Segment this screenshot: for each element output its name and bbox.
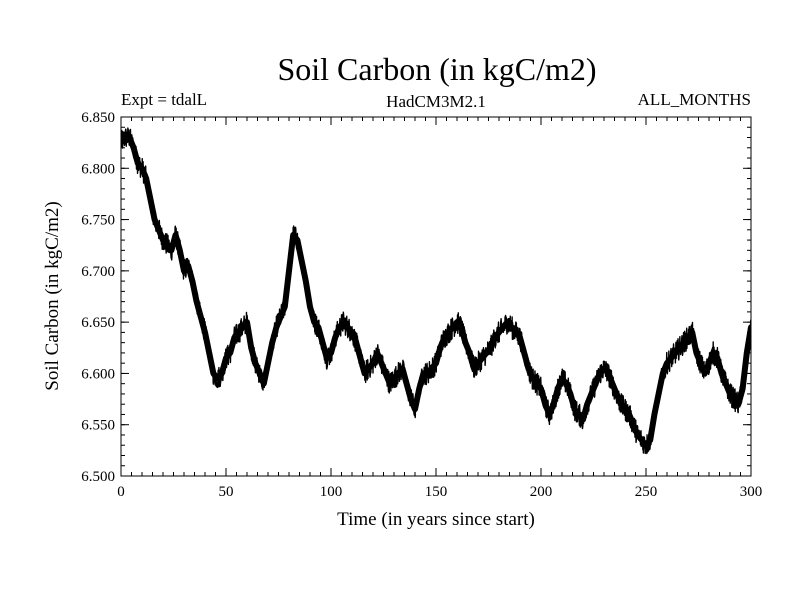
y-tick-label: 6.700 bbox=[81, 264, 115, 280]
plot-frame bbox=[120, 116, 752, 477]
subtitle-model: HadCM3M2.1 bbox=[386, 92, 486, 111]
y-tick-label: 6.800 bbox=[81, 161, 115, 177]
chart-title: Soil Carbon (in kgC/m2) bbox=[277, 51, 596, 87]
x-tick-label: 250 bbox=[635, 484, 658, 500]
x-tick-label: 0 bbox=[117, 484, 125, 500]
x-tick-label: 50 bbox=[219, 484, 234, 500]
y-axis: 6.500 6.550 6.600 6.650 6.700 6.750 6.800 6.850 bbox=[81, 110, 751, 485]
y-tick-label: 6.550 bbox=[81, 418, 115, 434]
y-tick-label: 6.600 bbox=[81, 366, 115, 382]
y-tick-label: 6.650 bbox=[81, 315, 115, 331]
x-axis: 0 50 100 150 200 250 300 bbox=[117, 117, 762, 500]
x-tick-label: 100 bbox=[320, 484, 343, 500]
y-tick-label: 6.500 bbox=[81, 469, 115, 485]
series-layer bbox=[121, 127, 751, 455]
y-tick-label: 6.850 bbox=[81, 110, 115, 126]
x-tick-label: 150 bbox=[425, 484, 448, 500]
x-tick-label: 200 bbox=[530, 484, 553, 500]
subtitle-experiment: Expt = tdalL bbox=[121, 90, 207, 109]
y-axis-label: Soil Carbon (in kgC/m2) bbox=[42, 201, 63, 390]
x-axis-label: Time (in years since start) bbox=[337, 509, 535, 530]
series-line bbox=[121, 127, 751, 455]
subtitle-months: ALL_MONTHS bbox=[638, 90, 751, 109]
y-tick-label: 6.750 bbox=[81, 213, 115, 229]
x-tick-label: 300 bbox=[740, 484, 763, 500]
